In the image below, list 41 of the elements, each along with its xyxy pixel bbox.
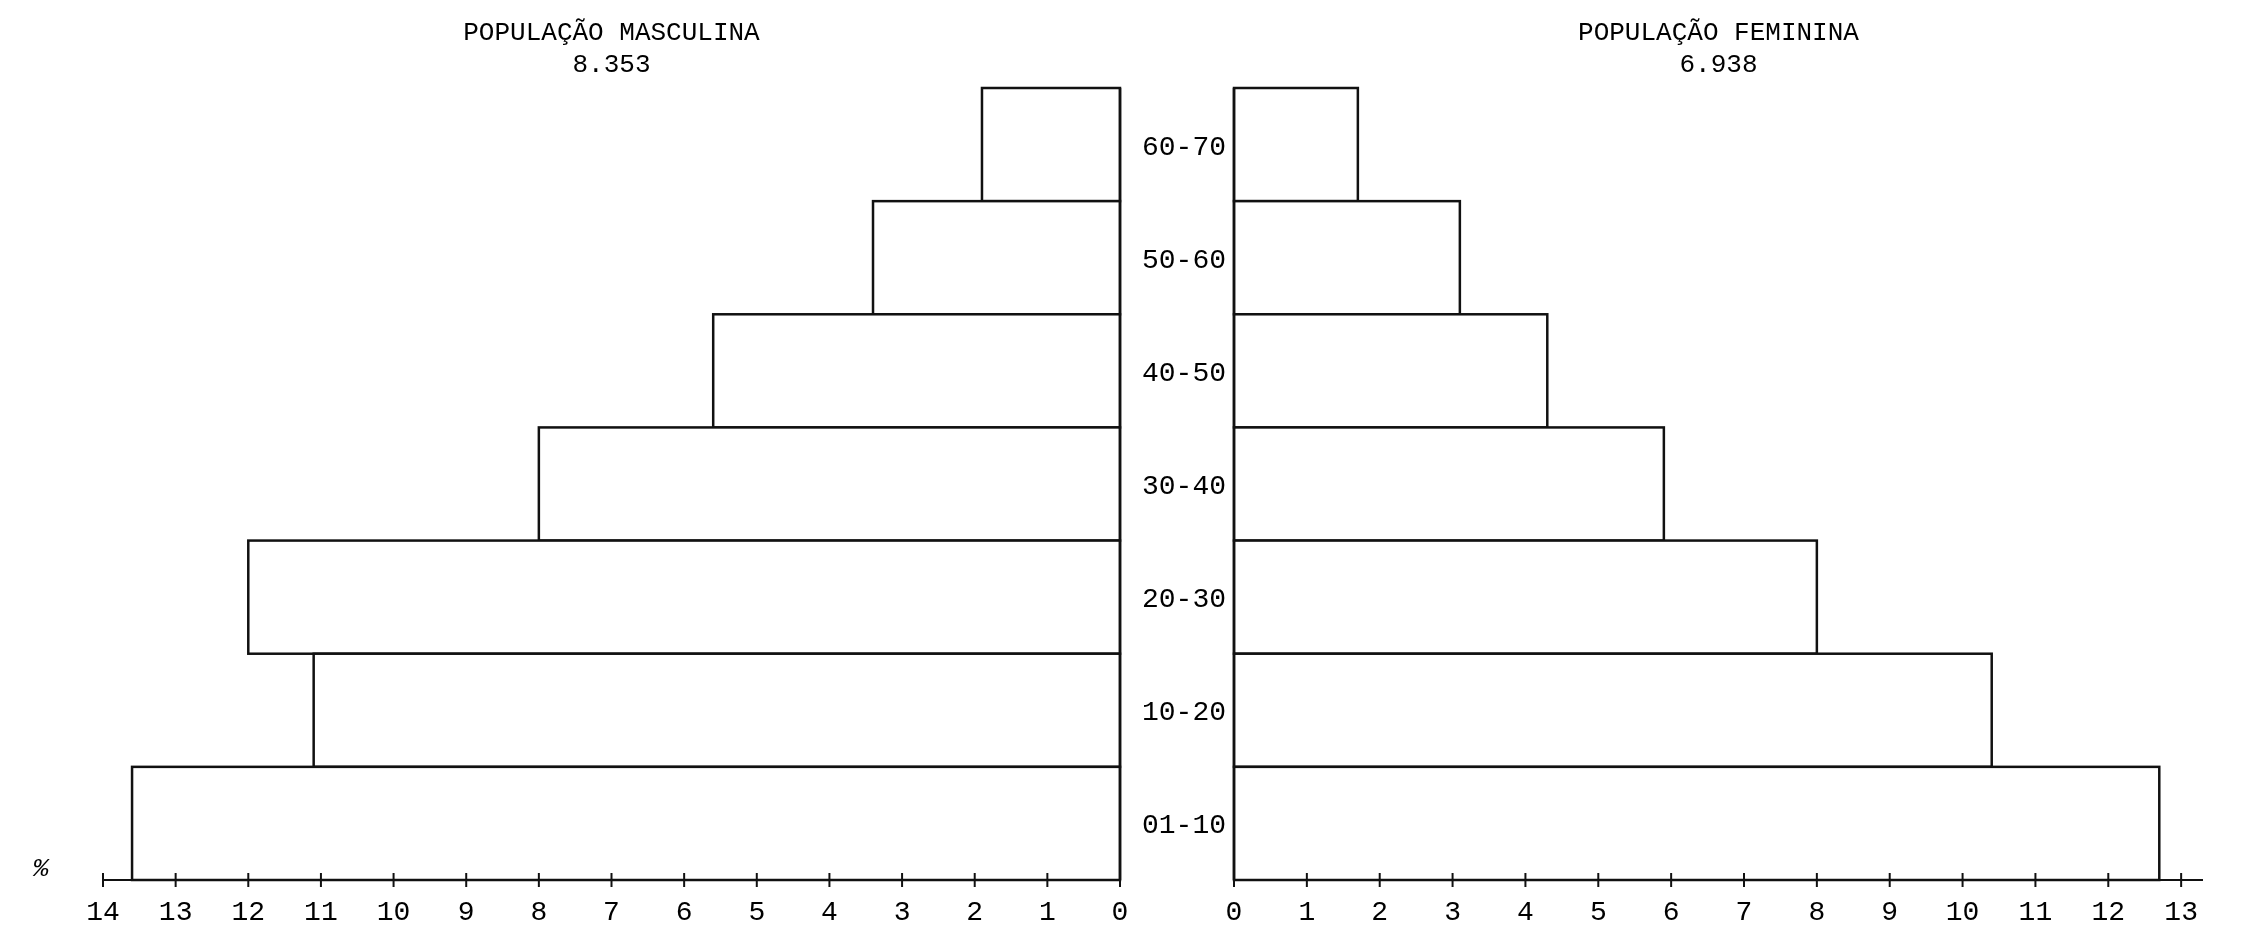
chart-subtitle: 6.938	[1679, 50, 1758, 80]
x-tick-label: 13	[158, 897, 193, 928]
x-tick-label: 1	[1298, 897, 1316, 928]
x-tick-label: 6	[675, 897, 693, 928]
x-tick-label: 3	[1444, 897, 1461, 928]
x-tick-label: 5	[748, 897, 766, 928]
x-tick-label: 9	[1881, 897, 1899, 928]
x-tick-label: 8	[530, 897, 548, 928]
y-tick-label: 60-70	[1141, 131, 1226, 163]
y-tick-label: 10-20	[1141, 697, 1226, 729]
x-tick-label: 7	[1735, 897, 1753, 928]
x-tick-label: 0	[1225, 897, 1243, 928]
x-tick-label: 0	[1111, 897, 1129, 928]
y-tick-label: 20-30	[1141, 584, 1226, 616]
x-tick-label: 5	[1589, 897, 1607, 928]
x-tick-label: 12	[231, 897, 266, 928]
y-tick-label: 30-40	[1141, 471, 1226, 502]
chart-title: POPULAÇÃO MASCULINA	[463, 18, 761, 48]
x-tick-label: 9	[457, 897, 475, 928]
x-tick-label: 13	[2164, 897, 2198, 928]
y-tick-label: 40-50	[1141, 357, 1226, 389]
x-tick-label: 4	[821, 897, 838, 928]
x-tick-label: 12	[2091, 897, 2126, 928]
x-tick-label: 2	[1371, 897, 1389, 928]
x-tick-label: 7	[603, 897, 620, 928]
x-tick-label: 4	[1517, 897, 1534, 928]
y-tick-label: 50-60	[1141, 244, 1226, 276]
x-tick-label: 14	[86, 897, 120, 928]
x-tick-label: 3	[893, 897, 911, 928]
x-tick-label: 10	[1945, 897, 1980, 928]
x-axis-title: %	[32, 854, 50, 884]
x-tick-label: 11	[2018, 897, 2053, 928]
chart-title: POPULAÇÃO FEMININA	[1578, 18, 1860, 48]
x-tick-label: 6	[1662, 897, 1680, 928]
x-tick-label: 11	[304, 897, 338, 928]
x-tick-label: 1	[1038, 897, 1056, 928]
x-tick-label: 8	[1808, 897, 1826, 928]
x-tick-label: 2	[966, 897, 984, 928]
y-tick-label: 01-10	[1141, 810, 1226, 842]
chart-subtitle: 8.353	[572, 50, 651, 80]
x-tick-label: 10	[376, 897, 411, 928]
